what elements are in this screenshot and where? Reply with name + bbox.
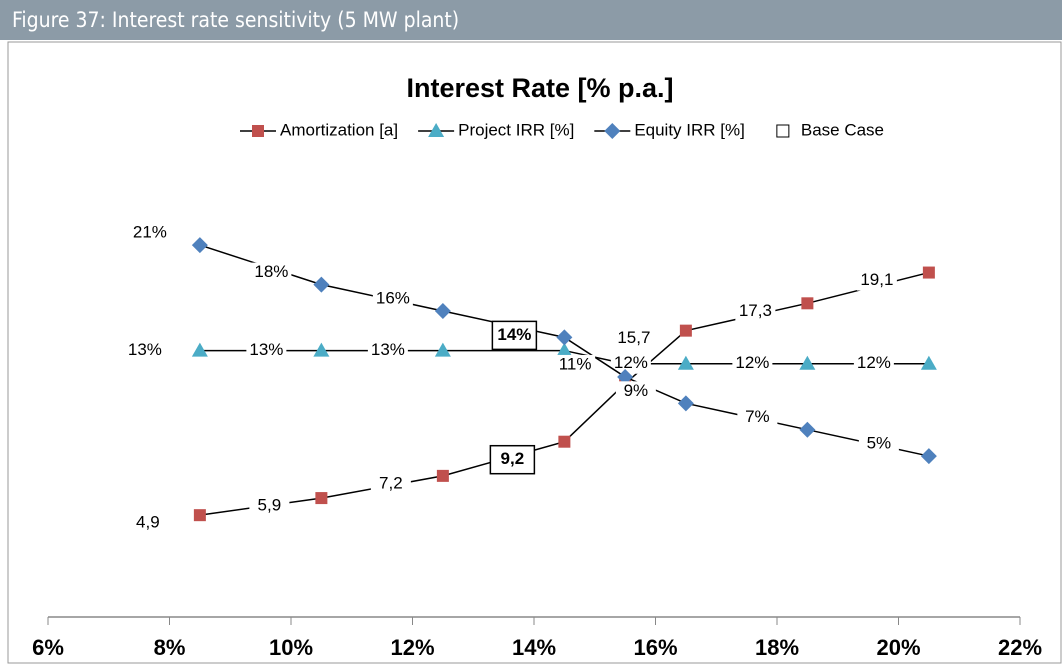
x-tick-label: 8% [154, 635, 186, 660]
data-point [920, 448, 937, 465]
data-point [799, 355, 816, 370]
label-bg [555, 354, 596, 375]
data-label: 17,3 [739, 301, 772, 320]
data-point [677, 395, 694, 412]
data-point [193, 509, 206, 522]
data-point [679, 324, 692, 337]
data-label: 13% [128, 340, 162, 359]
label-bg [127, 513, 168, 534]
label-bg [249, 496, 290, 517]
x-tick-label: 6% [32, 635, 64, 660]
data-label: 7,2 [379, 473, 403, 492]
label-bg [372, 289, 413, 309]
data-label: 11% [559, 354, 592, 373]
data-point [922, 266, 935, 279]
figure-caption: Figure 37: Interest rate sensitivity (5 … [0, 0, 1062, 40]
x-tick-label: 22% [998, 635, 1042, 660]
data-label: 9% [624, 381, 649, 400]
x-tick-label: 12% [390, 635, 434, 660]
data-point [617, 368, 634, 385]
legend-marker [428, 123, 445, 137]
chart-frame [7, 41, 1062, 664]
data-point [191, 237, 208, 254]
data-point [315, 492, 328, 505]
base-case-box [491, 320, 538, 351]
data-label: 12% [735, 353, 769, 372]
x-tick-label: 20% [876, 635, 920, 660]
data-point [677, 355, 694, 370]
label-bg [615, 381, 656, 402]
series-line [199, 271, 930, 516]
data-label: 19,1 [860, 270, 893, 289]
label-bg [610, 353, 651, 374]
label-bg [853, 353, 894, 374]
data-label: 4,9 [136, 513, 160, 532]
label-bg [124, 340, 165, 361]
label-bg [858, 434, 899, 455]
label-bg [856, 270, 897, 291]
legend-label: Base Case [801, 120, 884, 139]
data-label: 14% [497, 325, 531, 344]
label-bg [735, 301, 776, 322]
data-point [801, 297, 814, 310]
label-bg [737, 407, 778, 428]
data-point [436, 469, 449, 482]
label-bg [367, 340, 408, 361]
label-bg [732, 353, 773, 374]
legend-label: Amortization [a] [280, 120, 398, 139]
label-bg [370, 473, 411, 494]
data-point [191, 342, 208, 357]
data-label: 9,2 [501, 449, 525, 468]
legend-marker [604, 123, 621, 139]
data-point [556, 342, 573, 357]
legend-marker [252, 125, 264, 137]
label-bg [246, 340, 287, 361]
data-point [434, 303, 451, 319]
data-label: 12% [614, 353, 648, 372]
data-label: 5,9 [258, 496, 282, 515]
data-label: 21% [133, 223, 167, 242]
data-point [799, 421, 816, 438]
chart-title: Interest Rate [% p.a.] [406, 73, 673, 103]
legend-marker [776, 124, 790, 138]
data-point [556, 329, 573, 346]
x-tick-label: 18% [755, 635, 799, 660]
data-point [920, 355, 937, 370]
x-tick-label: 16% [633, 635, 677, 660]
data-point [558, 435, 571, 448]
data-label: 16% [376, 288, 410, 307]
x-tick-label: 10% [269, 635, 313, 660]
data-label: 13% [371, 340, 405, 359]
legend-label: Project IRR [%] [458, 120, 574, 139]
label-bg [613, 328, 654, 349]
data-point [434, 342, 451, 357]
data-label: 18% [254, 262, 288, 281]
legend-label: Equity IRR [%] [634, 120, 745, 139]
data-point [313, 342, 330, 357]
label-bg [129, 223, 170, 244]
data-point [313, 276, 330, 293]
chart: Interest Rate [% p.a.] 6% 8% 10% 12% 14% 16% 1… [7, 41, 1062, 664]
data-label: 5% [867, 434, 892, 453]
data-label: 15,7 [617, 328, 650, 347]
data-label: 7% [745, 407, 770, 426]
label-bg [251, 262, 292, 283]
base-case-box [489, 444, 536, 475]
data-label: 13% [249, 340, 283, 359]
data-label: 12% [857, 353, 891, 372]
x-tick-label: 14% [512, 635, 556, 660]
